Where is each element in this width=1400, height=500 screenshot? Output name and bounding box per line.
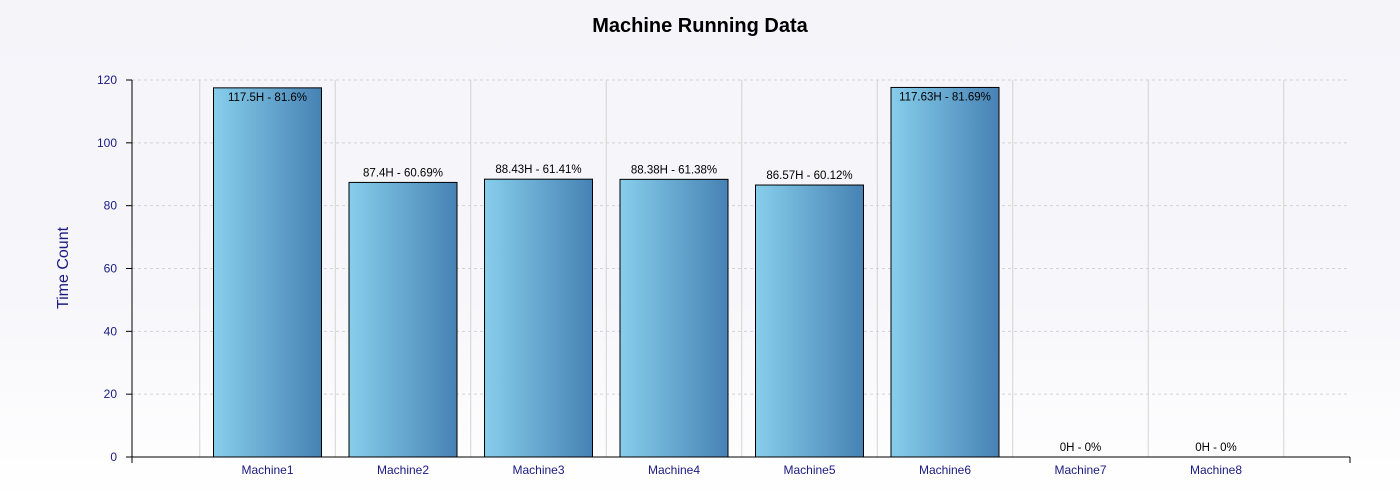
- data-label: 117.63H - 81.69%: [899, 91, 991, 103]
- x-category-label: Machine2: [377, 463, 429, 477]
- bar-machine6: [890, 86, 1000, 458]
- y-tick-label: 20: [104, 387, 118, 401]
- data-label: 86.57H - 60.12%: [766, 170, 852, 182]
- bars: [213, 86, 1000, 458]
- x-category-label: Machine3: [512, 463, 564, 477]
- x-category-label: Machine4: [648, 463, 700, 477]
- axes: [126, 79, 1351, 463]
- y-tick-label: 100: [97, 136, 117, 150]
- data-label: 88.38H - 61.38%: [631, 164, 717, 176]
- labels: 0 20 40 60 80 100 120 117.5H - 81.6% Machine1 87.…: [97, 73, 1242, 477]
- x-category-label: Machine7: [1054, 463, 1106, 477]
- data-label: 0H - 0%: [1060, 442, 1102, 454]
- y-tick-label: 0: [110, 450, 117, 464]
- y-tick-label: 120: [97, 73, 117, 87]
- bar-machine5: [755, 184, 864, 458]
- bar-machine1: [213, 87, 322, 458]
- y-tick-label: 40: [104, 324, 118, 338]
- x-category-label: Machine6: [919, 463, 971, 477]
- x-category-label: Machine8: [1190, 463, 1242, 477]
- data-label: 87.4H - 60.69%: [363, 167, 443, 179]
- data-label: 0H - 0%: [1195, 442, 1237, 454]
- data-label: 88.43H - 61.41%: [495, 164, 581, 176]
- bar-machine3: [484, 178, 593, 458]
- y-tick-label: 80: [104, 199, 118, 213]
- y-tick-label: 60: [104, 262, 118, 276]
- x-category-label: Machine1: [241, 463, 293, 477]
- data-label: 117.5H - 81.6%: [228, 92, 307, 104]
- chart-title: Machine Running Data: [592, 15, 808, 37]
- x-category-label: Machine5: [783, 463, 835, 477]
- grid-lines: [132, 79, 1350, 457]
- bar-machine2: [348, 181, 458, 458]
- bar-machine4: [619, 178, 729, 458]
